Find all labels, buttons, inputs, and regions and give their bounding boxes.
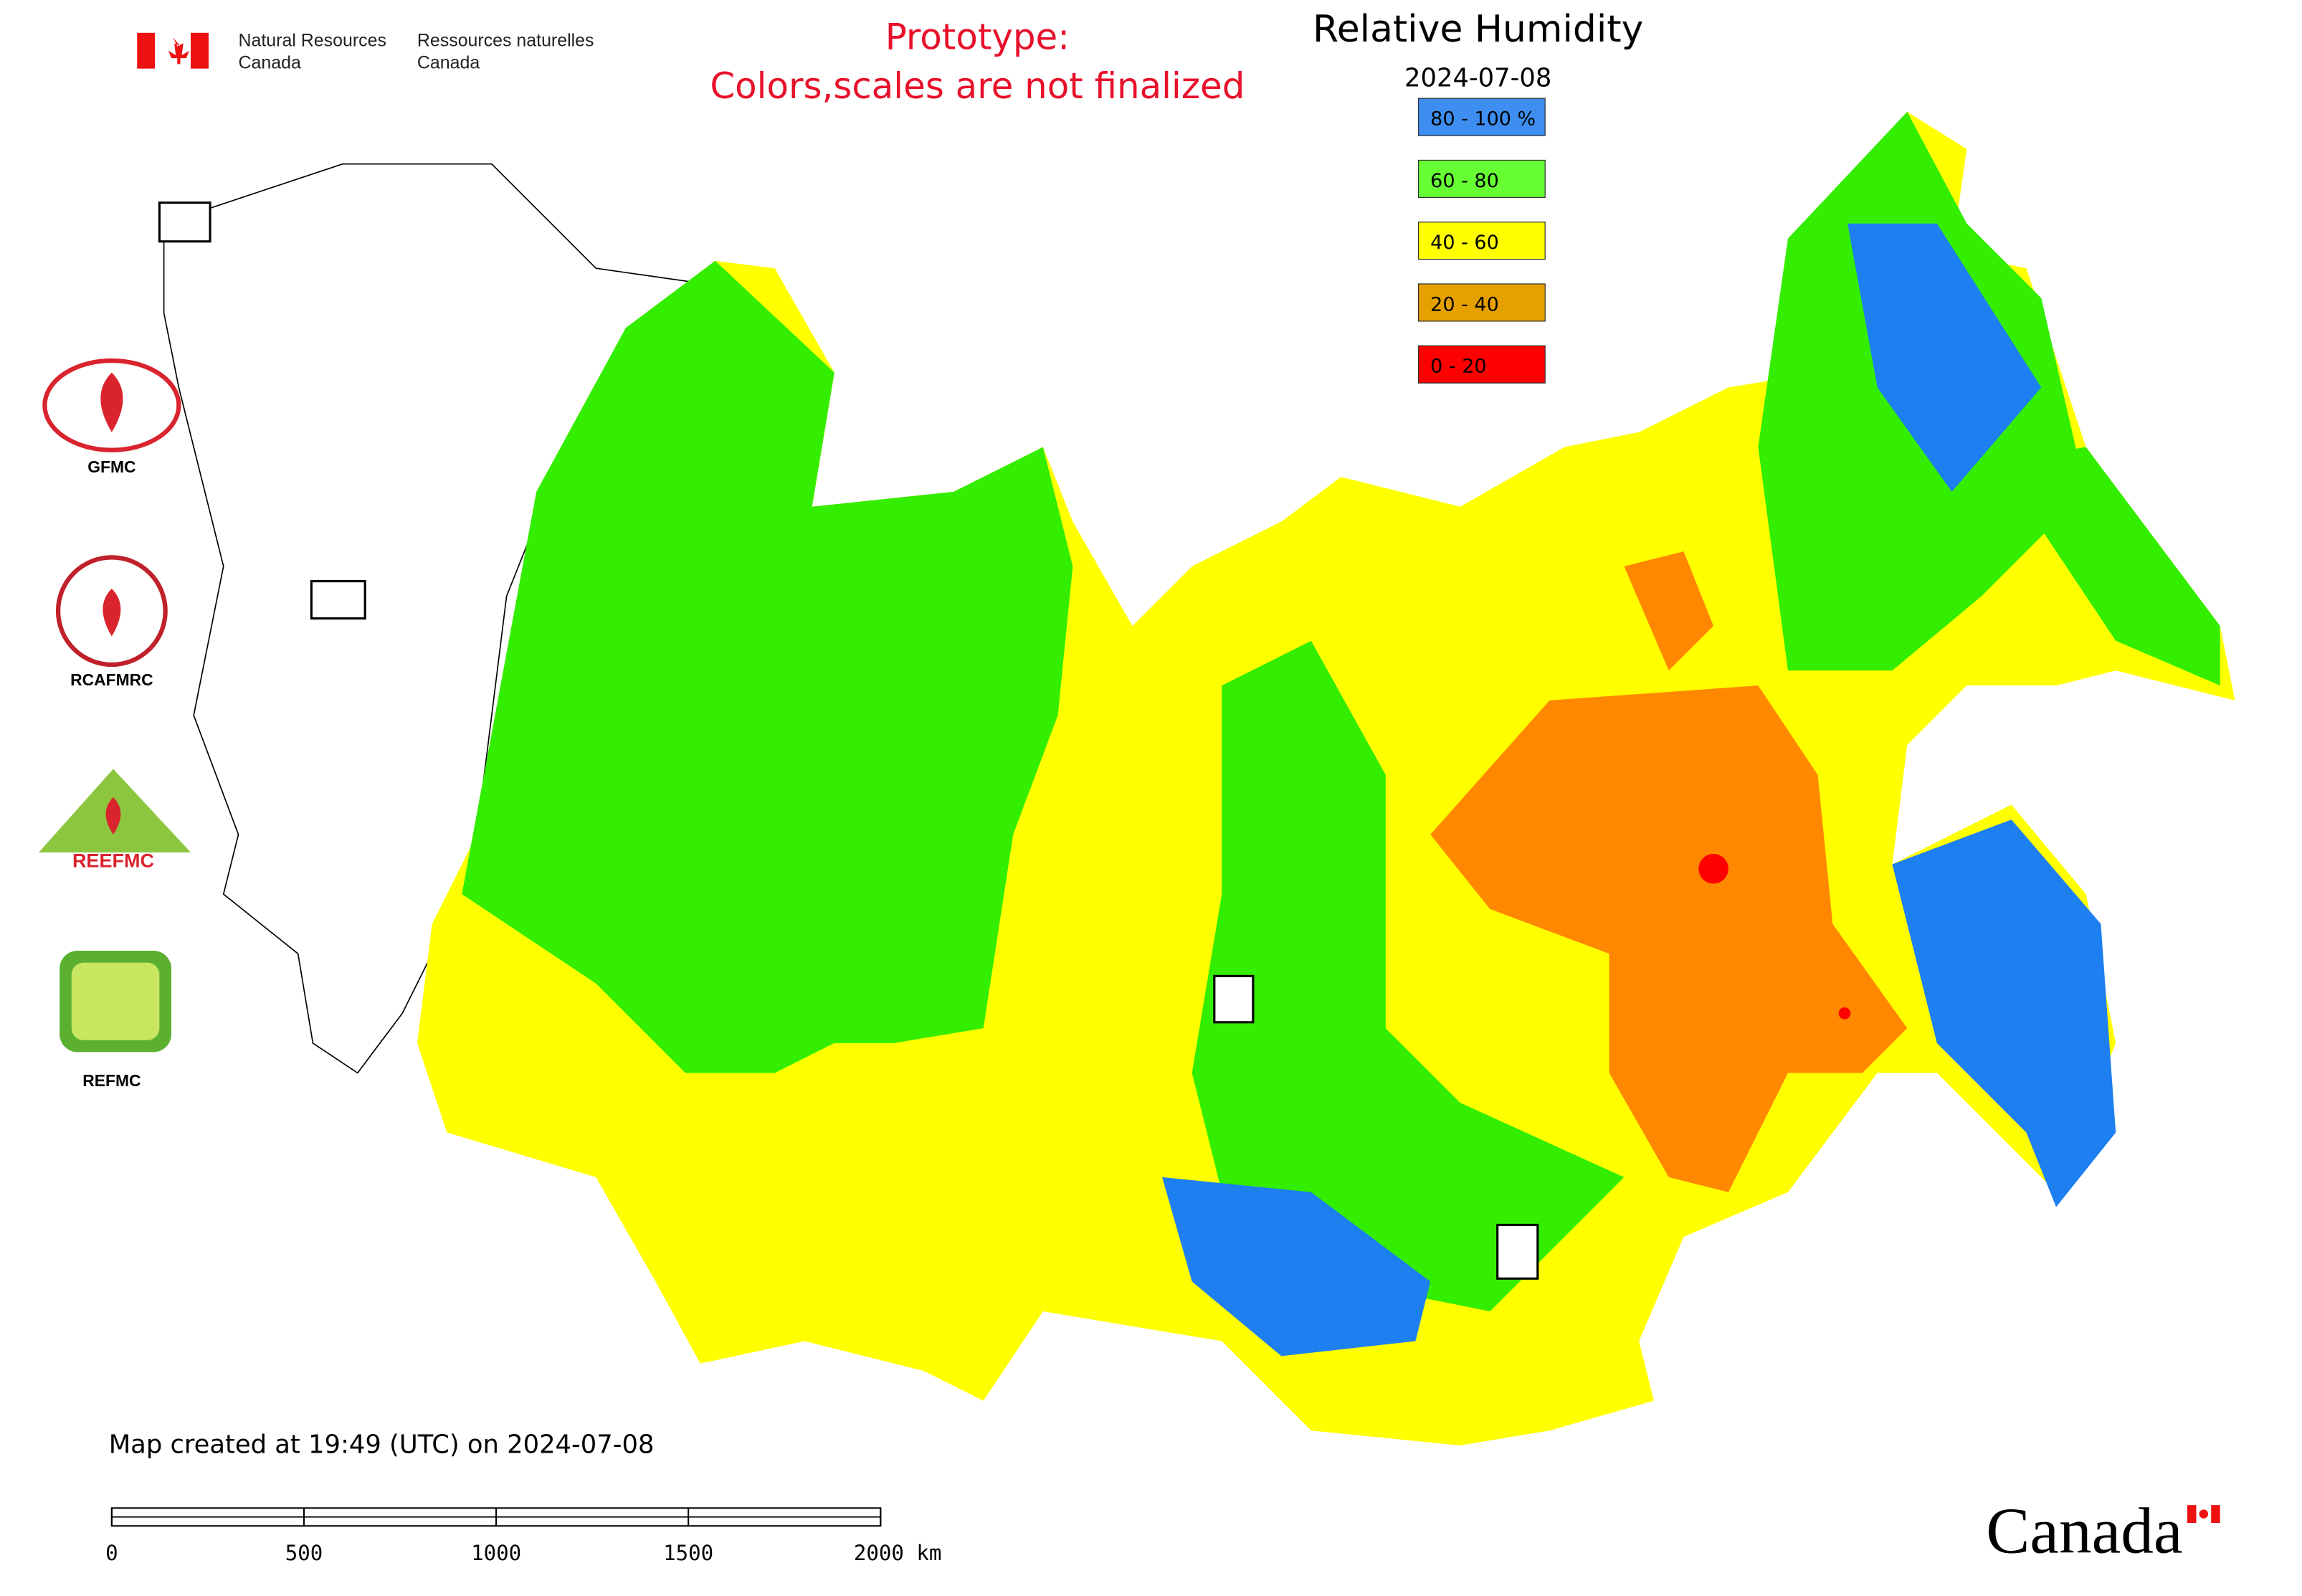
agency-fr: Ressources naturelles [417, 30, 594, 50]
legend: 80 - 100 % 60 - 80 40 - 60 20 - 40 0 - 20 [1417, 98, 1546, 384]
wordmark-flag [2187, 1505, 2220, 1524]
scale-bar-label: 500 [285, 1541, 323, 1565]
map-date: 2024-07-08 [1404, 64, 1551, 93]
logo-label: GFMC [87, 457, 135, 476]
region-blue [1892, 820, 2116, 1207]
legend-swatch [1417, 345, 1546, 384]
footer-note: Map created at 19:49 (UTC) on 2024-07-08 [109, 1430, 655, 1459]
agency-fr: Canada [417, 53, 480, 73]
agency-en: Natural Resources [239, 30, 386, 50]
logo-label: RCAFMRC [70, 670, 153, 689]
notice: Colors,scales are not finalized [710, 65, 1245, 107]
region-red [1698, 853, 1728, 884]
logo-refmc [60, 951, 172, 1053]
legend-swatch [1417, 98, 1546, 136]
notice: Prototype: [885, 16, 1070, 58]
canada-flag [137, 32, 209, 69]
legend-label: 20 - 40 [1430, 293, 1499, 315]
region-blue [1162, 1177, 1431, 1357]
scale-bar: 0 500 1000 1500 2000 km [105, 1507, 942, 1565]
neighbor-countries [163, 163, 701, 1074]
legend-label: 80 - 100 % [1430, 108, 1536, 130]
canada-wordmark: Canada [1986, 1495, 2182, 1567]
logo-gfmc [42, 358, 181, 452]
region-orange [1430, 685, 1908, 1192]
scale-bar-label: 2000 km [854, 1541, 942, 1565]
legend-label: 40 - 60 [1430, 232, 1499, 254]
region-orange [1624, 551, 1714, 671]
scale-bar-label: 1500 [663, 1541, 713, 1565]
region-red [1838, 1007, 1851, 1020]
region-blue [1847, 223, 2042, 492]
scale-bar-label: 1000 [471, 1541, 521, 1565]
legend-swatch [1417, 283, 1546, 322]
region-green [1996, 447, 2220, 686]
legend-swatch [1417, 222, 1546, 260]
logo-label: REEFMC [72, 850, 154, 872]
legend-label: 60 - 80 [1430, 170, 1499, 192]
legend-swatch [1417, 159, 1546, 199]
agency-en: Canada [239, 53, 301, 73]
region-green [462, 260, 1073, 1073]
logo-label: REFMC [82, 1071, 141, 1090]
region-green [1192, 640, 1625, 1311]
legend-label: 0 - 20 [1430, 356, 1486, 378]
logo-rcafmrc [55, 555, 168, 668]
map-markers [158, 201, 1539, 1280]
logo-reefmc [39, 769, 191, 852]
basemap [163, 111, 2235, 1446]
scale-bar-label: 0 [105, 1541, 118, 1565]
map-title: Relative Humidity [1313, 8, 1643, 51]
